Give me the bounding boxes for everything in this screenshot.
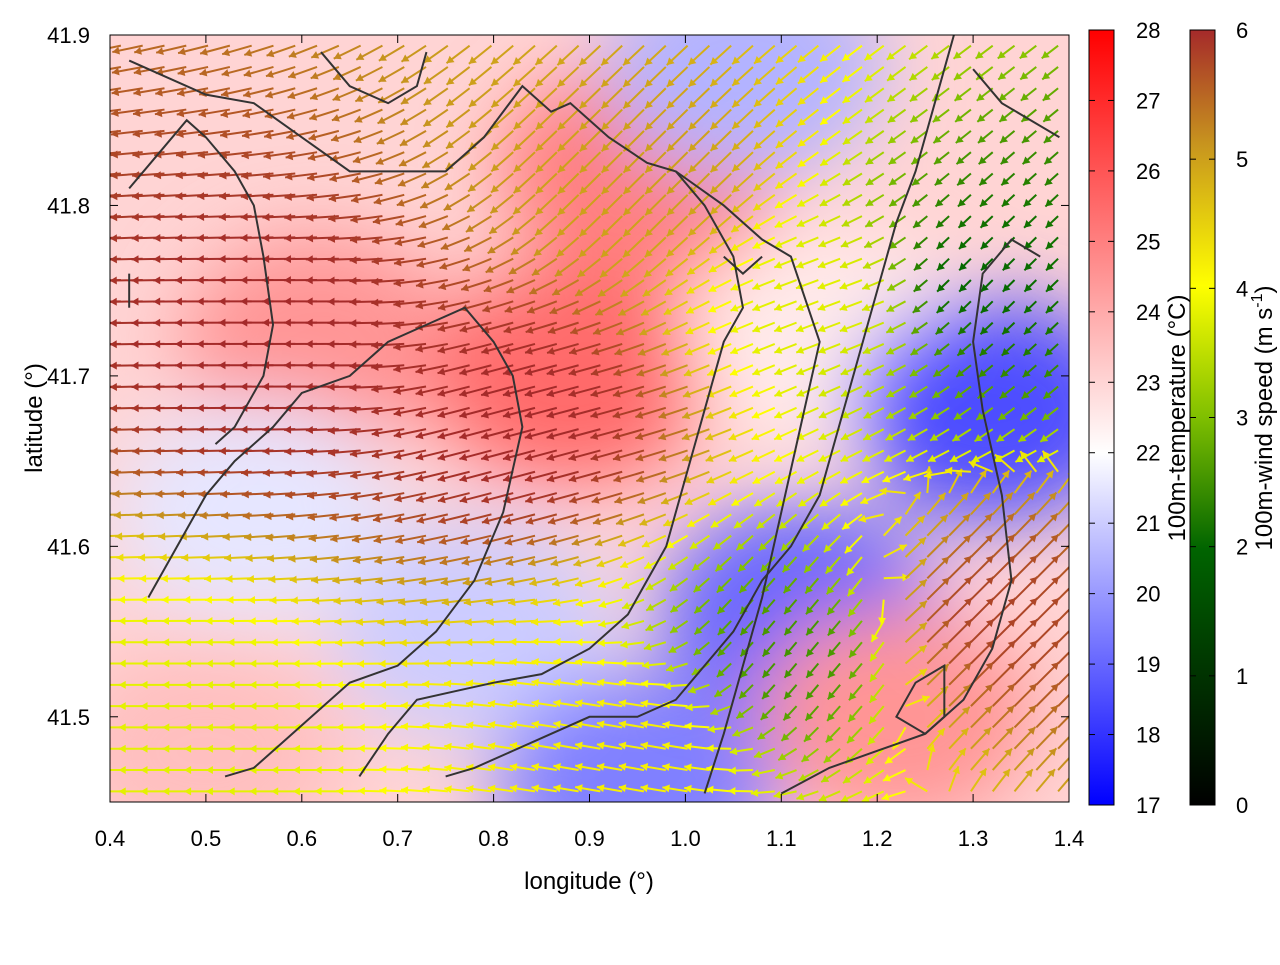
colorbar-tick-label: 25 bbox=[1136, 229, 1160, 254]
x-tick-label: 0.7 bbox=[382, 826, 413, 851]
wind-label-main: 100m-wind speed (m s bbox=[1251, 308, 1278, 551]
x-axis-label: longitude (°) bbox=[524, 868, 654, 895]
y-axis-label: latitude (°) bbox=[21, 363, 48, 473]
x-tick-label: 1.3 bbox=[958, 826, 989, 851]
colorbar-tick-label: 4 bbox=[1236, 276, 1248, 301]
colorbar-tick-label: 5 bbox=[1236, 147, 1248, 172]
colorbar-tick-label: 17 bbox=[1136, 793, 1160, 818]
colorbar-tick-label: 20 bbox=[1136, 582, 1160, 607]
wind-label-end: ) bbox=[1251, 286, 1278, 294]
y-tick-label: 41.6 bbox=[47, 534, 90, 559]
colorbar-tick-label: 28 bbox=[1136, 18, 1160, 43]
x-tick-label: 1.0 bbox=[670, 826, 701, 851]
colorbar-tick-label: 3 bbox=[1236, 406, 1248, 431]
colorbar-tick-label: 18 bbox=[1136, 723, 1160, 748]
plot-area bbox=[66, 0, 1132, 895]
x-tick-label: 1.4 bbox=[1054, 826, 1085, 851]
y-tick-label: 41.5 bbox=[47, 705, 90, 730]
colorbar-tick-label: 1 bbox=[1236, 664, 1248, 689]
colorbar-tick-label: 0 bbox=[1236, 793, 1248, 818]
colorbar-tick-label: 26 bbox=[1136, 159, 1160, 184]
temperature-colorbar bbox=[1089, 30, 1114, 805]
colorbar-tick-label: 19 bbox=[1136, 652, 1160, 677]
colorbar-tick-label: 21 bbox=[1136, 511, 1160, 536]
x-tick-label: 0.9 bbox=[574, 826, 605, 851]
y-tick-label: 41.8 bbox=[47, 193, 90, 218]
wind-speed-colorbar-label: 100m-wind speed (m s-1) bbox=[1249, 286, 1278, 551]
temperature-colorbar-label: 100m-temperature (°C) bbox=[1164, 294, 1191, 541]
x-tick-label: 0.4 bbox=[95, 826, 126, 851]
x-tick-label: 0.5 bbox=[191, 826, 222, 851]
x-tick-label: 0.8 bbox=[478, 826, 509, 851]
y-tick-label: 41.9 bbox=[47, 23, 90, 48]
colorbar-tick-label: 23 bbox=[1136, 370, 1160, 395]
colorbar-tick-label: 24 bbox=[1136, 300, 1160, 325]
x-tick-label: 1.1 bbox=[766, 826, 797, 851]
colorbar-tick-label: 27 bbox=[1136, 88, 1160, 113]
temperature-region-far-south-cold bbox=[497, 675, 777, 895]
x-tick-label: 1.2 bbox=[862, 826, 893, 851]
y-tick-label: 41.7 bbox=[47, 364, 90, 389]
wind-label-sup: -1 bbox=[1249, 293, 1266, 307]
colorbar-tick-label: 6 bbox=[1236, 18, 1248, 43]
colorbar-tick-label: 22 bbox=[1136, 441, 1160, 466]
x-tick-label: 0.6 bbox=[287, 826, 318, 851]
colorbar-tick-label: 2 bbox=[1236, 535, 1248, 560]
